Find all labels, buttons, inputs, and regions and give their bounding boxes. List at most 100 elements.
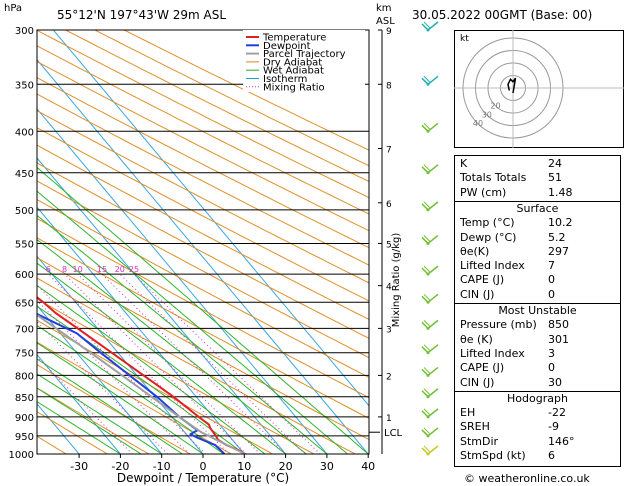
index-row: Dewp (°C) 5.2 — [460, 231, 616, 245]
index-value: 297 — [548, 244, 569, 258]
km-tick-label: 8 — [386, 81, 392, 91]
km-tick-label: 3 — [386, 325, 392, 335]
index-name: CAPE (J) — [460, 361, 505, 375]
wind-barb-staff — [427, 75, 439, 85]
x-tick-label: 0 — [200, 460, 207, 473]
index-name: Pressure (mb) — [460, 318, 537, 332]
index-name: Totals Totals — [460, 171, 527, 185]
index-name: PW (cm) — [460, 185, 507, 199]
wind-barb-flag — [423, 164, 431, 172]
index-name: K — [460, 157, 468, 170]
wind-barb-flag — [423, 21, 431, 29]
wind-barb-dot — [426, 272, 430, 276]
dry-adiabat-line — [93, 30, 369, 167]
dry-adiabat-line — [37, 77, 369, 249]
dry-adiabat-line — [37, 364, 191, 454]
index-value: 30 — [548, 375, 562, 389]
section-title: Most Unstable — [498, 304, 577, 317]
index-name: Dewp (°C) — [460, 230, 517, 244]
wind-barb-dot — [426, 28, 430, 32]
wet-adiabat-line — [37, 305, 245, 454]
wind-barb-staff — [427, 366, 439, 377]
isotherm-line — [52, 30, 369, 407]
pressure-tick-label: 400 — [15, 127, 34, 138]
pressure-tick-label: 600 — [15, 270, 34, 281]
index-value: 10.2 — [548, 216, 573, 230]
wind-barb-staff — [427, 445, 439, 455]
wind-barb-flag — [423, 235, 431, 242]
x-tick-label: -10 — [153, 460, 171, 473]
hodograph-trace-line — [507, 77, 517, 94]
mixing-ratio-label: 10 — [73, 265, 83, 274]
dry-adiabat-line — [37, 162, 369, 339]
index-value: 6 — [548, 449, 555, 462]
mixing-ratio-label: 6 — [46, 265, 51, 274]
index-row: CAPE (J) 0 — [460, 361, 616, 375]
x-tick-label: 20 — [279, 460, 293, 473]
dry-adiabat-line — [37, 257, 369, 441]
km-tick-label: 9 — [386, 27, 392, 37]
temperature-line — [37, 295, 246, 454]
section-title: Surface — [516, 201, 559, 215]
pressure-lines — [37, 29, 369, 455]
x-tick-label: -20 — [111, 460, 129, 473]
hodograph-ring-label: 20 — [490, 102, 500, 111]
wind-barb-staff — [427, 319, 439, 329]
wind-barb-dot — [426, 300, 430, 304]
dry-adiabat-line — [37, 198, 369, 378]
wind-barb-dot — [426, 452, 430, 456]
km-tick-label: 4 — [386, 283, 392, 293]
index-value: 5.2 — [548, 230, 566, 244]
mixing-ratio-label: 15 — [97, 265, 107, 274]
index-value: 0 — [548, 361, 555, 375]
wet-adiabat-line — [37, 190, 348, 454]
pressure-tick-label: 800 — [15, 371, 34, 382]
dry-adiabat-line — [122, 30, 369, 151]
mixing-ratio-axis-label: Mixing Ratio (g/kg) — [391, 233, 402, 328]
mixing-ratio-lines — [37, 273, 321, 454]
index-value: 301 — [548, 332, 569, 346]
dry-adiabat-line — [37, 110, 369, 284]
index-row: θe(K) 297 — [460, 245, 616, 259]
datetime-title: 30.05.2022 00GMT (Base: 00) — [412, 8, 593, 22]
wind-barb-dot — [426, 395, 430, 399]
wind-barb-flag — [423, 344, 431, 352]
wet-adiabat-line — [37, 401, 121, 454]
pressure-tick-label: 750 — [15, 349, 34, 360]
legend-label: Dry Adiabat — [263, 57, 322, 68]
index-value: 1.48 — [548, 185, 573, 199]
dewpoint-line — [37, 312, 226, 454]
wind-barb-dot — [426, 326, 430, 330]
km-label: km — [376, 3, 392, 14]
pressure-tick-label: 900 — [15, 413, 34, 424]
wind-barb-staff — [427, 122, 439, 132]
index-row: Temp (°C) 10.2 — [460, 216, 616, 230]
isotherm-line — [37, 353, 121, 454]
x-tick-label: 10 — [237, 460, 251, 473]
pressure-tick-label: 850 — [15, 393, 34, 404]
index-row: StmDir 146° — [460, 435, 616, 449]
wet-adiabat-line — [37, 324, 224, 454]
legend-label: Parcel Trajectory — [263, 49, 346, 60]
isotherm-line — [37, 255, 204, 454]
mixing-ratio-line — [119, 273, 306, 454]
wind-barb-staff — [427, 201, 439, 211]
wind-barb-staff — [427, 427, 439, 437]
index-name: Temp (°C) — [460, 216, 515, 230]
index-row: θe (K) 301 — [460, 333, 616, 347]
mixing-ratio-label: 8 — [62, 265, 67, 274]
wind-barb-dot — [426, 434, 430, 438]
x-axis-label: Dewpoint / Temperature (°C) — [117, 471, 289, 485]
index-name: CIN (J) — [460, 287, 495, 301]
pressure-unit-label: hPa — [4, 3, 23, 14]
legend-label: Wet Adiabat — [263, 66, 324, 77]
wind-barb-dot — [426, 415, 430, 419]
wet-adiabat-line — [37, 238, 307, 454]
hodograph-frame — [454, 30, 624, 148]
km-tick-label: 2 — [386, 372, 392, 382]
wind-barb-flag — [423, 367, 431, 374]
index-value: 3 — [548, 346, 555, 360]
wind-barb-staff — [427, 21, 439, 31]
